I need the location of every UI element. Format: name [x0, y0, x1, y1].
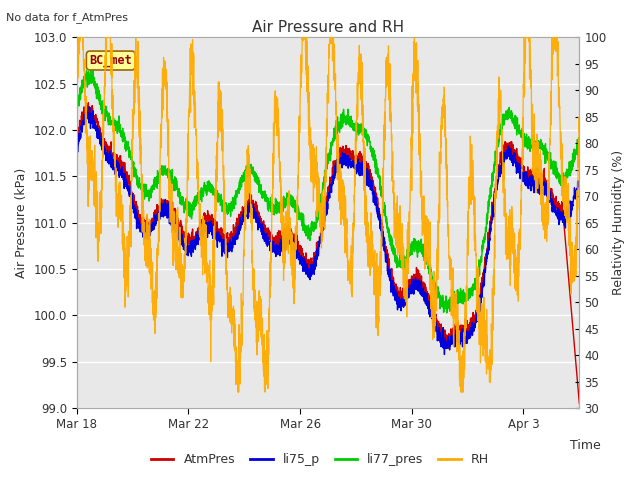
Title: Air Pressure and RH: Air Pressure and RH — [252, 20, 404, 35]
Text: Time: Time — [570, 439, 600, 452]
Y-axis label: Air Pressure (kPa): Air Pressure (kPa) — [15, 168, 28, 278]
Text: No data for f_AtmPres: No data for f_AtmPres — [6, 12, 129, 23]
Y-axis label: Relativity Humidity (%): Relativity Humidity (%) — [612, 150, 625, 295]
Legend: AtmPres, li75_p, li77_pres, RH: AtmPres, li75_p, li77_pres, RH — [146, 448, 494, 471]
Text: BC_met: BC_met — [90, 54, 132, 67]
